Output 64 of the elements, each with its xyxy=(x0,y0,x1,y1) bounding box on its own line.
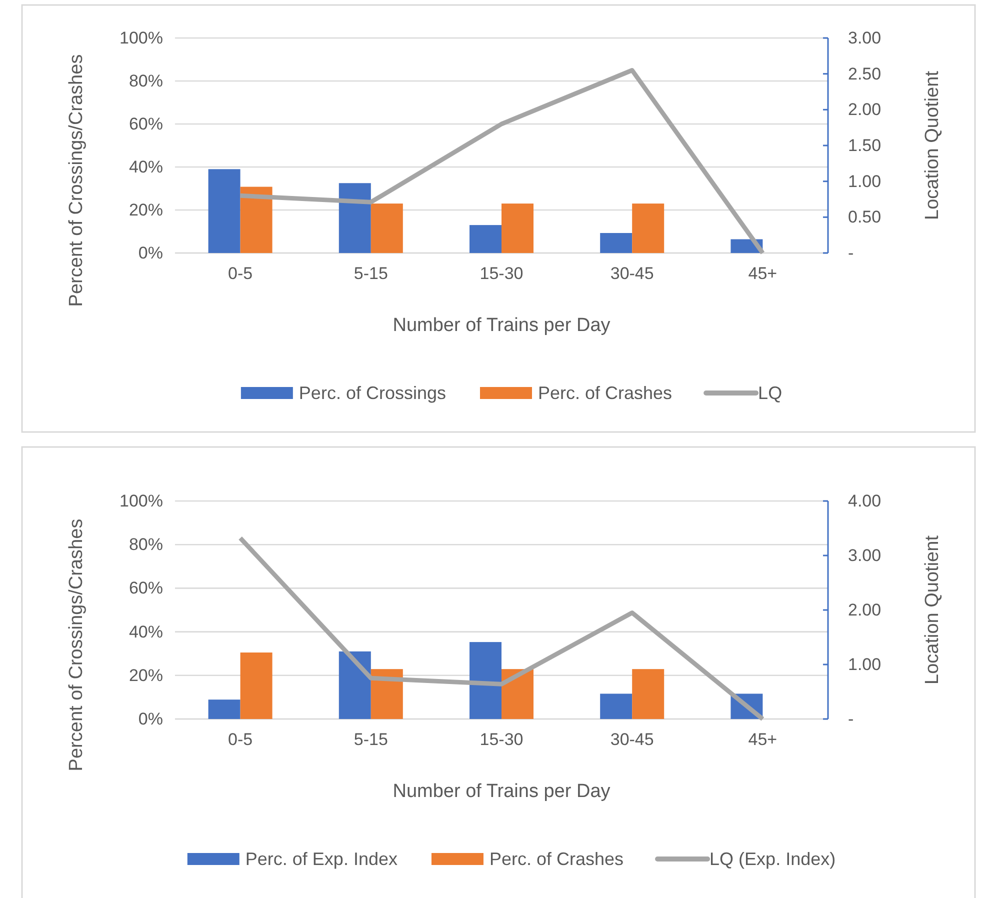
y2-tick-label: 3.00 xyxy=(848,546,882,565)
legend-label: Perc. of Crossings xyxy=(298,383,446,403)
line-series xyxy=(238,536,765,722)
y-tick-label: 100% xyxy=(120,28,163,48)
bar xyxy=(240,652,272,719)
bar xyxy=(632,669,664,719)
bar xyxy=(502,669,534,719)
bar xyxy=(370,669,403,719)
line-series xyxy=(238,68,765,256)
x-tick-label: 5-15 xyxy=(354,264,388,284)
y-tick-label: 0% xyxy=(138,709,163,728)
y2-tick-label: 1.50 xyxy=(848,136,882,155)
y-tick-label: 20% xyxy=(128,666,163,685)
bar xyxy=(470,642,502,719)
bar xyxy=(470,225,502,253)
y-axis-title: Percent of Crossings/Crashes xyxy=(66,54,87,307)
x-axis-title: Number of Trains per Day xyxy=(392,315,611,336)
x-tick-label: 15-30 xyxy=(480,264,524,284)
bar xyxy=(600,233,632,253)
bar xyxy=(600,694,632,719)
y2-tick-label: 2.00 xyxy=(848,600,882,620)
y-tick-label: 20% xyxy=(128,200,163,220)
x-tick-label: 30-45 xyxy=(610,730,654,750)
y2-tick-label: 4.00 xyxy=(848,491,882,510)
legend-label: LQ xyxy=(758,383,782,403)
x-tick-label: 30-45 xyxy=(610,264,654,284)
y2-tick-label: 2.50 xyxy=(848,64,882,84)
y2-tick-label: 1.00 xyxy=(848,654,882,674)
legend-label: Perc. of Exp. Index xyxy=(245,849,398,869)
y2-tick-label: - xyxy=(848,709,854,728)
legend-label: Perc. of Crashes xyxy=(489,849,624,869)
y2-tick-label: 2.00 xyxy=(848,100,882,120)
bar xyxy=(370,204,403,253)
y-tick-label: 80% xyxy=(128,71,163,90)
x-tick-label: 15-30 xyxy=(480,730,524,750)
legend-label: Perc. of Crashes xyxy=(538,383,672,403)
y-tick-label: 100% xyxy=(120,491,163,510)
y-tick-label: 60% xyxy=(128,578,163,598)
bar xyxy=(338,183,371,253)
x-tick-label: 45+ xyxy=(748,264,778,284)
y2-axis-title: Location Quotient xyxy=(922,534,943,684)
y2-tick-label: 0.50 xyxy=(848,208,882,227)
y2-axis-title: Location Quotient xyxy=(922,70,943,220)
x-tick-label: 0-5 xyxy=(228,730,253,750)
bar xyxy=(338,651,371,719)
x-tick-label: 5-15 xyxy=(354,730,388,750)
x-tick-label: 45+ xyxy=(748,730,778,750)
y-tick-label: 80% xyxy=(128,535,163,554)
y2-tick-label: 3.00 xyxy=(848,28,882,48)
legend-label: LQ (Exp. Index) xyxy=(710,849,836,869)
bar xyxy=(502,204,534,253)
bar xyxy=(208,169,240,253)
y-tick-label: 0% xyxy=(138,243,163,262)
bar xyxy=(632,204,664,253)
y-tick-label: 40% xyxy=(128,622,163,642)
y2-tick-label: - xyxy=(848,243,854,262)
y-tick-label: 40% xyxy=(128,157,163,176)
x-tick-label: 0-5 xyxy=(228,264,253,284)
y-tick-label: 60% xyxy=(128,114,163,134)
y-axis-title: Percent of Crossings/Crashes xyxy=(66,518,87,772)
bar xyxy=(208,700,240,719)
x-axis-title: Number of Trains per Day xyxy=(392,781,611,802)
bar xyxy=(240,186,272,253)
y2-tick-label: 1.00 xyxy=(848,172,882,191)
